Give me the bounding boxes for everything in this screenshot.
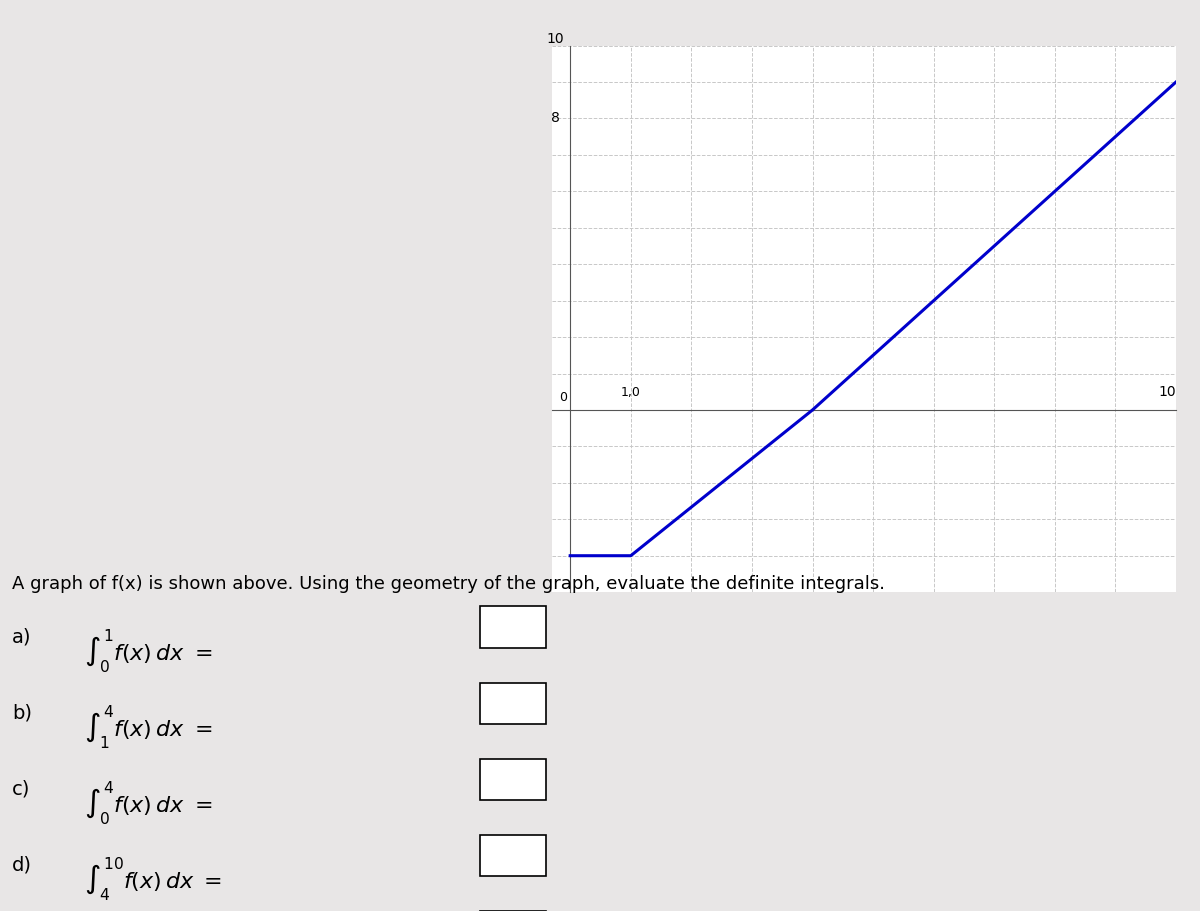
Text: $\int_{4}^{10} f(x)\, dx\ =$: $\int_{4}^{10} f(x)\, dx\ =$ xyxy=(84,855,222,904)
FancyBboxPatch shape xyxy=(480,607,546,648)
Text: a): a) xyxy=(12,627,31,646)
Text: b): b) xyxy=(12,703,32,722)
Text: 8: 8 xyxy=(551,111,559,126)
Text: 0: 0 xyxy=(559,392,568,404)
Text: d): d) xyxy=(12,855,32,875)
Text: 1,0: 1,0 xyxy=(620,386,641,399)
Text: 10: 10 xyxy=(1158,385,1176,399)
Text: $\int_{0}^{4} f(x)\, dx\ =$: $\int_{0}^{4} f(x)\, dx\ =$ xyxy=(84,780,212,827)
FancyBboxPatch shape xyxy=(480,834,546,876)
Text: 10: 10 xyxy=(546,32,564,46)
FancyBboxPatch shape xyxy=(480,682,546,724)
FancyBboxPatch shape xyxy=(480,759,546,800)
Text: $\int_{1}^{4} f(x)\, dx\ =$: $\int_{1}^{4} f(x)\, dx\ =$ xyxy=(84,703,212,751)
Text: A graph of f(x) is shown above. Using the geometry of the graph, evaluate the de: A graph of f(x) is shown above. Using th… xyxy=(12,575,886,593)
Text: $\int_{0}^{1} f(x)\, dx\ =$: $\int_{0}^{1} f(x)\, dx\ =$ xyxy=(84,627,212,675)
Text: c): c) xyxy=(12,780,30,798)
